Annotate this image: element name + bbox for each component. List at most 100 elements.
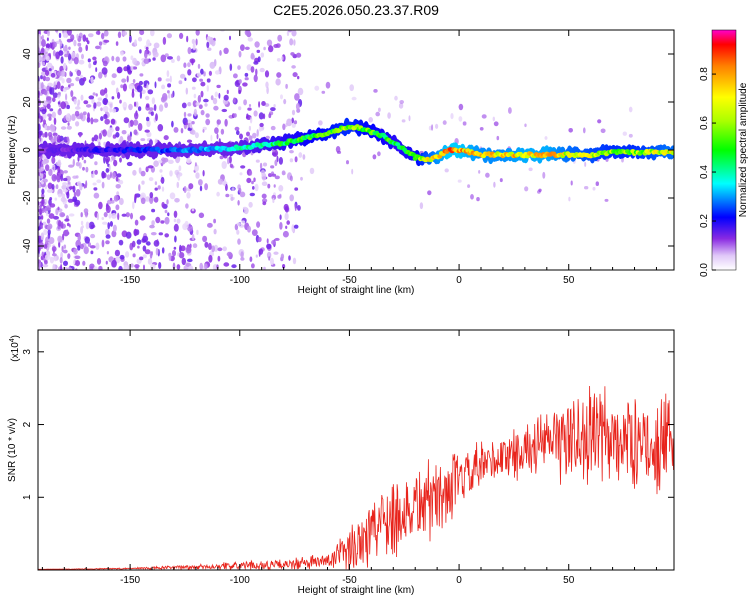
noise-mark xyxy=(62,182,68,186)
noise-mark xyxy=(60,173,64,182)
noise-mark xyxy=(142,235,149,243)
noise-mark xyxy=(191,86,196,90)
noise-mark xyxy=(134,112,139,120)
noise-mark xyxy=(257,236,262,243)
noise-mark xyxy=(229,35,231,41)
noise-mark xyxy=(98,71,103,79)
noise-mark xyxy=(185,87,188,95)
noise-mark xyxy=(60,101,67,110)
noise-mark xyxy=(38,184,42,189)
noise-mark xyxy=(62,62,67,70)
noise-mark xyxy=(524,123,527,128)
noise-mark xyxy=(166,33,172,39)
noise-mark xyxy=(176,55,181,62)
noise-mark xyxy=(77,233,81,242)
noise-mark xyxy=(152,51,159,58)
noise-mark xyxy=(185,203,189,209)
x-tick-label: -50 xyxy=(342,275,357,286)
noise-mark xyxy=(111,73,117,79)
noise-mark xyxy=(194,162,197,167)
noise-mark xyxy=(273,184,276,188)
noise-mark xyxy=(38,61,41,69)
noise-mark xyxy=(128,103,133,111)
colorbar-gradient xyxy=(711,29,737,271)
noise-mark xyxy=(134,101,137,107)
noise-mark xyxy=(109,107,113,113)
noise-mark xyxy=(144,129,150,133)
noise-mark xyxy=(132,66,138,70)
colorbar-ticks: 0.0 0.2 0.4 0.6 0.8 xyxy=(699,67,716,277)
noise-mark xyxy=(162,93,168,101)
noise-mark xyxy=(173,126,179,133)
noise-mark xyxy=(249,170,253,176)
spectrogram-x-ticks: -150 -100 -50 0 50 xyxy=(41,30,657,286)
snr-background xyxy=(38,330,674,570)
noise-mark xyxy=(188,265,194,270)
noise-mark xyxy=(542,171,546,179)
noise-mark xyxy=(41,39,46,48)
noise-mark xyxy=(48,213,55,219)
noise-mark xyxy=(281,170,286,176)
noise-mark xyxy=(154,187,158,191)
noise-mark xyxy=(174,198,180,203)
noise-mark xyxy=(206,85,209,92)
noise-mark xyxy=(164,216,170,225)
noise-mark xyxy=(151,220,155,226)
noise-mark xyxy=(159,169,163,173)
noise-mark xyxy=(318,120,323,126)
noise-mark xyxy=(431,124,434,131)
noise-mark xyxy=(290,52,295,56)
noise-mark xyxy=(160,157,166,165)
noise-mark xyxy=(140,138,146,142)
noise-mark xyxy=(46,225,52,230)
noise-mark xyxy=(223,47,229,54)
noise-mark xyxy=(408,115,411,122)
noise-mark xyxy=(295,103,300,110)
noise-mark xyxy=(265,81,269,89)
noise-mark xyxy=(149,224,155,229)
x-tick-label: -50 xyxy=(342,575,357,586)
noise-mark xyxy=(274,237,280,241)
noise-mark xyxy=(130,65,134,72)
noise-mark xyxy=(110,118,116,125)
noise-mark xyxy=(106,174,111,180)
noise-mark xyxy=(68,164,74,168)
spectrogram-x-label: Height of straight line (km) xyxy=(298,285,415,296)
noise-mark xyxy=(38,118,41,123)
noise-mark xyxy=(93,134,99,142)
noise-mark xyxy=(73,259,76,265)
noise-mark xyxy=(95,45,101,50)
noise-mark xyxy=(241,220,245,224)
noise-mark xyxy=(394,95,398,101)
noise-mark xyxy=(113,159,118,167)
noise-mark xyxy=(419,202,424,210)
noise-mark xyxy=(146,241,151,246)
noise-mark xyxy=(249,256,253,263)
noise-mark xyxy=(191,208,195,212)
noise-mark xyxy=(80,94,84,101)
noise-mark xyxy=(278,185,284,192)
noise-mark xyxy=(46,218,51,224)
noise-mark xyxy=(111,96,115,100)
noise-mark xyxy=(183,111,187,118)
noise-mark xyxy=(45,76,51,82)
noise-mark xyxy=(125,212,130,218)
noise-mark xyxy=(528,167,533,172)
noise-mark xyxy=(282,264,286,269)
noise-mark xyxy=(60,56,64,64)
noise-mark xyxy=(107,222,110,230)
noise-mark xyxy=(211,245,216,253)
noise-mark xyxy=(289,175,293,182)
noise-mark xyxy=(144,50,148,59)
svg-text:(x104): (x104) xyxy=(9,335,21,362)
noise-mark xyxy=(180,127,184,134)
noise-mark xyxy=(628,106,633,113)
noise-mark xyxy=(147,258,153,265)
noise-mark xyxy=(71,113,76,121)
noise-mark xyxy=(186,35,189,43)
noise-mark xyxy=(239,172,243,176)
noise-mark xyxy=(102,129,107,137)
noise-mark xyxy=(253,74,258,83)
noise-mark xyxy=(229,63,233,71)
noise-mark xyxy=(251,263,255,269)
